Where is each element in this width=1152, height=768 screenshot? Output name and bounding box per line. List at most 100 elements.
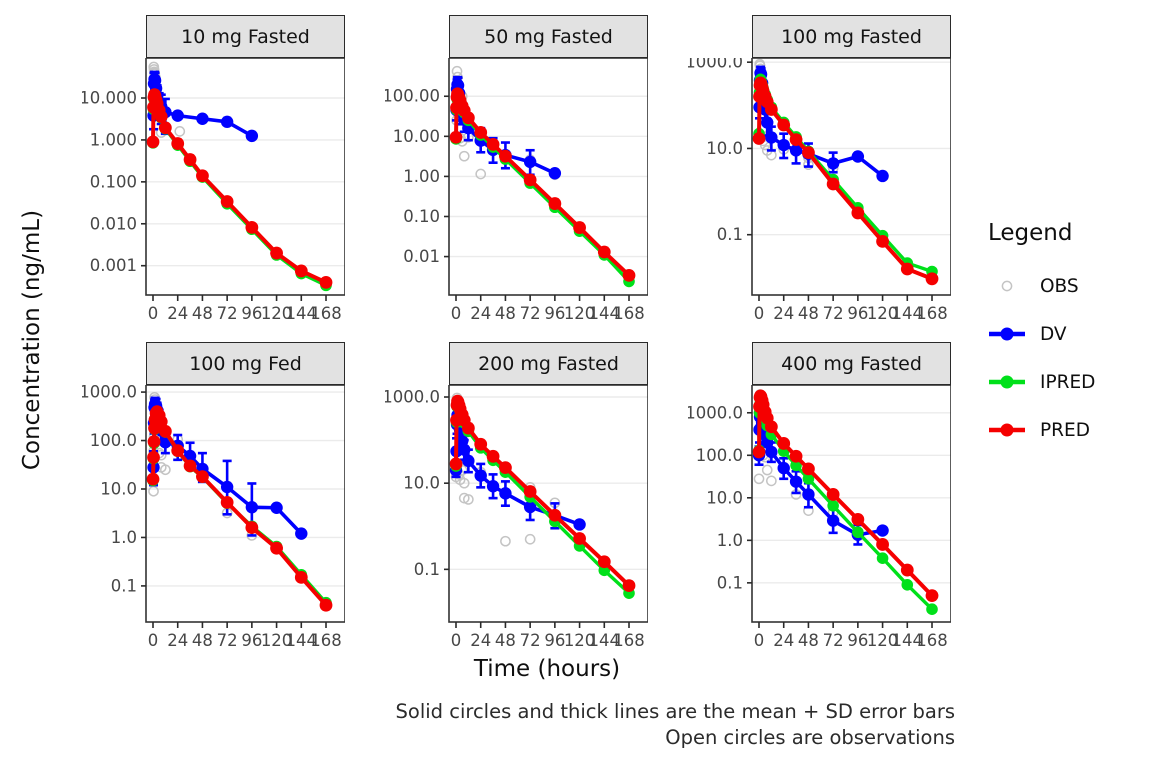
svg-text:10.0: 10.0 — [706, 139, 743, 158]
pred-series — [752, 389, 939, 603]
svg-text:24: 24 — [167, 631, 188, 650]
pred-series — [146, 405, 333, 612]
svg-text:72: 72 — [823, 304, 844, 323]
svg-text:120: 120 — [867, 631, 899, 650]
svg-text:48: 48 — [798, 631, 819, 650]
y-ticks: 100.00 10.00 1.00 0.10 0.01 — [382, 87, 449, 266]
svg-text:0.1: 0.1 — [717, 225, 743, 244]
svg-text:1.00: 1.00 — [403, 167, 440, 186]
svg-text:120: 120 — [261, 304, 293, 323]
svg-text:168: 168 — [310, 304, 342, 323]
svg-text:72: 72 — [217, 631, 238, 650]
svg-text:10.0: 10.0 — [706, 488, 743, 507]
svg-text:168: 168 — [916, 304, 948, 323]
facet-plot: 100.00 10.00 1.00 0.10 0.01 0 24 48 72 96 120 144 16… — [382, 57, 649, 328]
svg-text:168: 168 — [916, 631, 948, 650]
facet-plot: 1000.0 100.0 10.0 1.0 0.1 0 24 48 72 96 120 144 168 — [79, 383, 346, 655]
svg-text:48: 48 — [495, 631, 516, 650]
legend-item-label: IPRED — [1040, 371, 1096, 393]
svg-text:24: 24 — [470, 631, 491, 650]
svg-text:48: 48 — [192, 631, 213, 650]
facet-plot-svg: 100.00 10.00 1.00 0.10 0.01 0 24 48 72 9612014416… — [382, 57, 649, 323]
facet-400mg-fasted: 400 mg Fasted 1000.0 100.0 10.0 1.0 0.1 0 24 48… — [685, 342, 952, 655]
svg-text:96: 96 — [241, 631, 262, 650]
svg-text:24: 24 — [773, 631, 794, 650]
svg-text:24: 24 — [470, 304, 491, 323]
svg-text:0.01: 0.01 — [403, 247, 440, 266]
legend-item-ipred: IPRED — [988, 358, 1095, 406]
y-ticks: 1000.0 100.0 10.0 1.0 0.1 — [79, 383, 146, 595]
svg-text:0: 0 — [148, 304, 159, 323]
svg-text:0: 0 — [754, 304, 765, 323]
svg-text:120: 120 — [564, 304, 596, 323]
svg-text:0: 0 — [451, 631, 462, 650]
svg-text:100.0: 100.0 — [696, 446, 743, 465]
obs-open-circle-icon — [988, 276, 1026, 296]
svg-text:10.00: 10.00 — [393, 127, 440, 146]
svg-text:144: 144 — [892, 304, 924, 323]
svg-text:24: 24 — [167, 304, 188, 323]
pred-series — [449, 394, 636, 592]
svg-text:48: 48 — [495, 304, 516, 323]
facet-strip: 100 mg Fasted — [752, 15, 951, 58]
svg-text:168: 168 — [310, 631, 342, 650]
svg-text:0.1: 0.1 — [414, 560, 440, 579]
facet-strip: 50 mg Fasted — [449, 15, 648, 58]
svg-text:96: 96 — [241, 304, 262, 323]
svg-text:120: 120 — [261, 631, 293, 650]
facet-50mg-fasted: 50 mg Fasted 100.00 10.00 1.00 0.10 0.01 0 24 4… — [382, 15, 649, 328]
legend-item-label: PRED — [1040, 419, 1090, 441]
svg-text:144: 144 — [892, 631, 924, 650]
y-ticks: 1000.0 100.0 10.0 1.0 0.1 — [685, 403, 752, 592]
svg-text:96: 96 — [847, 631, 868, 650]
svg-text:96: 96 — [544, 304, 565, 323]
svg-text:72: 72 — [520, 631, 541, 650]
svg-text:0.001: 0.001 — [90, 256, 137, 275]
figure-caption: Solid circles and thick lines are the me… — [396, 699, 955, 751]
facet-plot-svg: 10.000 1.000 0.100 0.010 0.001 0 24 48 72 9612014… — [79, 57, 346, 323]
y-ticks: 10.000 1.000 0.100 0.010 0.001 — [79, 89, 146, 275]
legend-item-obs: OBS — [988, 262, 1095, 310]
svg-text:100.0: 100.0 — [90, 431, 137, 450]
caption-line-2: Open circles are observations — [665, 726, 955, 750]
svg-text:1.0: 1.0 — [111, 528, 137, 547]
svg-text:24: 24 — [773, 304, 794, 323]
svg-text:10.0: 10.0 — [403, 474, 440, 493]
svg-text:168: 168 — [613, 304, 645, 323]
facet-100mg-fasted: 100 mg Fasted 1000.0 10.0 0.1 0 24 48 72 96 120 1… — [685, 15, 952, 328]
svg-text:96: 96 — [847, 304, 868, 323]
facet-plot: 1000.0 10.0 0.1 0 24 48 72 96 120 144 168 — [685, 53, 952, 328]
svg-text:1.0: 1.0 — [717, 531, 743, 550]
facet-plot: 10.000 1.000 0.100 0.010 0.001 0 24 48 72 96 120 14… — [79, 57, 346, 328]
facet-grid: 10 mg Fasted 10.000 1.000 0.100 0.010 0.001 0… — [79, 15, 952, 655]
dv-line-dot-icon — [988, 324, 1026, 344]
pred-series — [146, 88, 333, 289]
svg-text:0: 0 — [148, 631, 159, 650]
facet-10mg-fasted: 10 mg Fasted 10.000 1.000 0.100 0.010 0.001 0… — [79, 15, 346, 328]
legend-item-dv: DV — [988, 310, 1095, 358]
facet-strip: 100 mg Fed — [146, 342, 345, 385]
svg-text:1000.0: 1000.0 — [688, 403, 743, 422]
facet-strip: 400 mg Fasted — [752, 342, 951, 385]
svg-text:1.000: 1.000 — [90, 130, 137, 149]
svg-text:120: 120 — [564, 631, 596, 650]
svg-text:96: 96 — [544, 631, 565, 650]
svg-text:1000.0: 1000.0 — [82, 385, 137, 402]
facet-100mg-fed: 100 mg Fed 1000.0 100.0 10.0 1.0 0.1 0 24 48 72 9… — [79, 342, 346, 655]
legend-item-pred: PRED — [988, 406, 1095, 454]
svg-text:48: 48 — [798, 304, 819, 323]
svg-text:0.1: 0.1 — [111, 576, 137, 595]
svg-text:10.000: 10.000 — [82, 89, 137, 108]
svg-text:144: 144 — [286, 631, 318, 650]
svg-text:0.100: 0.100 — [90, 172, 137, 191]
svg-text:1000.0: 1000.0 — [688, 58, 743, 72]
ipred-line-dot-icon — [988, 372, 1026, 392]
svg-text:0: 0 — [451, 304, 462, 323]
svg-text:100.00: 100.00 — [385, 87, 440, 106]
svg-text:0.1: 0.1 — [717, 573, 743, 592]
legend: Legend OBS DV IPRED PRED — [988, 220, 1095, 454]
